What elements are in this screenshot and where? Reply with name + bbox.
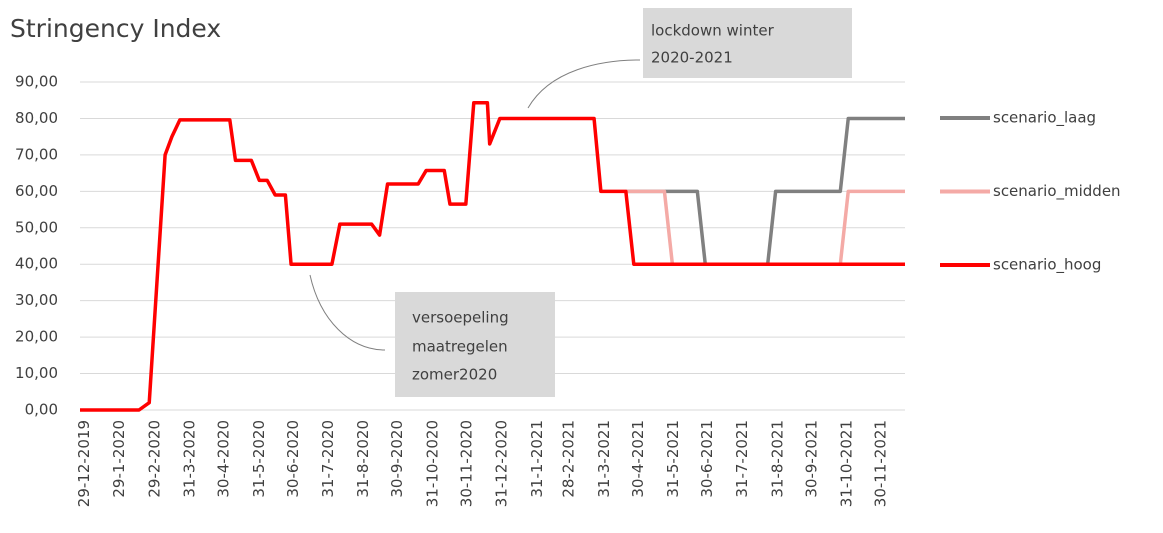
- annotation-box: [395, 292, 555, 397]
- x-tick-label: 30-9-2020: [388, 420, 406, 498]
- y-tick-label: 20,00: [15, 328, 58, 346]
- x-tick-label: 30-6-2021: [698, 420, 716, 498]
- x-tick-label: 31-12-2020: [493, 420, 511, 507]
- callout-line: [309, 274, 386, 351]
- annotation-lockdown: lockdown winter 2020-2021: [527, 8, 852, 109]
- x-tick-label: 30-11-2021: [872, 420, 890, 507]
- chart-title: Stringency Index: [10, 14, 221, 43]
- annotation-text: versoepeling: [412, 309, 509, 327]
- annotation-text: 2020-2021: [651, 49, 733, 67]
- x-tick-label: 28-2-2021: [560, 420, 578, 498]
- y-tick-label: 10,00: [15, 364, 58, 382]
- y-tick-label: 0,00: [25, 401, 58, 419]
- x-tick-label: 31-3-2021: [595, 420, 613, 498]
- annotation-text: maatregelen: [412, 338, 508, 356]
- x-tick-label: 29-1-2020: [110, 420, 128, 498]
- annotation-box: [643, 8, 852, 78]
- y-tick-label: 50,00: [15, 218, 58, 236]
- x-tick-label: 31-5-2021: [664, 420, 682, 498]
- x-tick-label: 30-11-2020: [457, 420, 475, 507]
- y-tick-label: 70,00: [15, 145, 58, 163]
- y-tick-label: 40,00: [15, 255, 58, 273]
- y-tick-label: 60,00: [15, 182, 58, 200]
- y-tick-label: 90,00: [15, 73, 58, 91]
- grid: [80, 81, 905, 411]
- annotation-text: lockdown winter: [651, 22, 775, 40]
- x-tick-label: 29-2-2020: [145, 420, 163, 498]
- series-line: [80, 101, 905, 412]
- x-tick-label: 31-3-2020: [181, 420, 199, 498]
- x-tick-label: 29-12-2019: [75, 420, 93, 507]
- x-tick-label: 31-10-2020: [423, 420, 441, 507]
- annotation-text: zomer2020: [412, 366, 497, 384]
- legend-label: scenario_midden: [993, 182, 1121, 201]
- series-line: [625, 116, 905, 266]
- annotation-versoepeling: versoepeling maatregelen zomer2020: [309, 274, 555, 397]
- x-tick-label: 31-1-2021: [528, 420, 546, 498]
- legend-label: scenario_hoog: [993, 256, 1101, 275]
- x-tick-label: 31-7-2021: [733, 420, 751, 498]
- x-tick-label: 31-5-2020: [250, 420, 268, 498]
- x-tick-label: 31-10-2021: [838, 420, 856, 507]
- x-tick-label: 31-8-2020: [354, 420, 372, 498]
- x-tick-label: 31-8-2021: [768, 420, 786, 498]
- x-tick-label: 30-6-2020: [284, 420, 302, 498]
- x-tick-label: 31-7-2020: [319, 420, 337, 498]
- y-tick-label: 80,00: [15, 109, 58, 127]
- y-tick-label: 30,00: [15, 291, 58, 309]
- x-tick-label: 30-4-2021: [629, 420, 647, 498]
- legend-label: scenario_laag: [993, 109, 1096, 128]
- x-tick-label: 30-9-2021: [802, 420, 820, 498]
- x-tick-label: 30-4-2020: [215, 420, 233, 498]
- callout-line: [527, 59, 641, 109]
